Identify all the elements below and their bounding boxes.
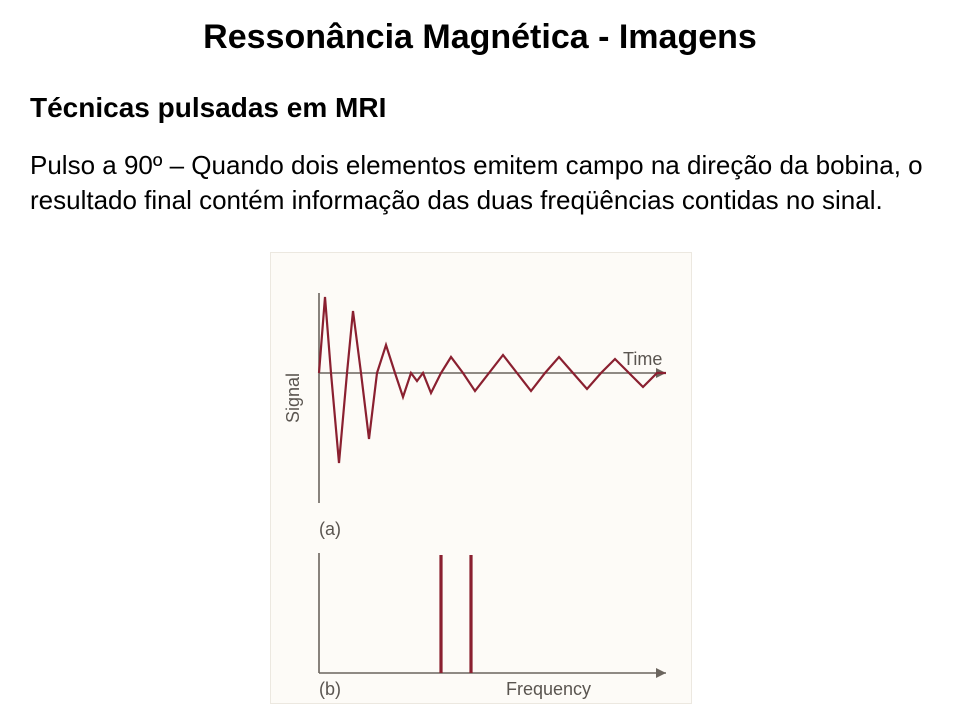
page-title: Ressonância Magnética - Imagens [0, 18, 960, 57]
body-text: Pulso a 90º – Quando dois elementos emit… [30, 148, 930, 218]
panel-b-x-label: Frequency [506, 679, 591, 699]
panel-a-y-label: Signal [283, 373, 303, 423]
panel-a-x-label: Time [623, 349, 662, 369]
panel-a-signal-curve [319, 297, 666, 463]
panel-b-x-arrow [656, 668, 666, 678]
figure-svg: Signal Time (a) (b) Frequency [271, 253, 691, 703]
panel-b-label: (b) [319, 679, 341, 699]
subtitle: Técnicas pulsadas em MRI [30, 92, 386, 124]
figure-container: Signal Time (a) (b) Frequency [270, 252, 692, 704]
panel-a-label: (a) [319, 519, 341, 539]
